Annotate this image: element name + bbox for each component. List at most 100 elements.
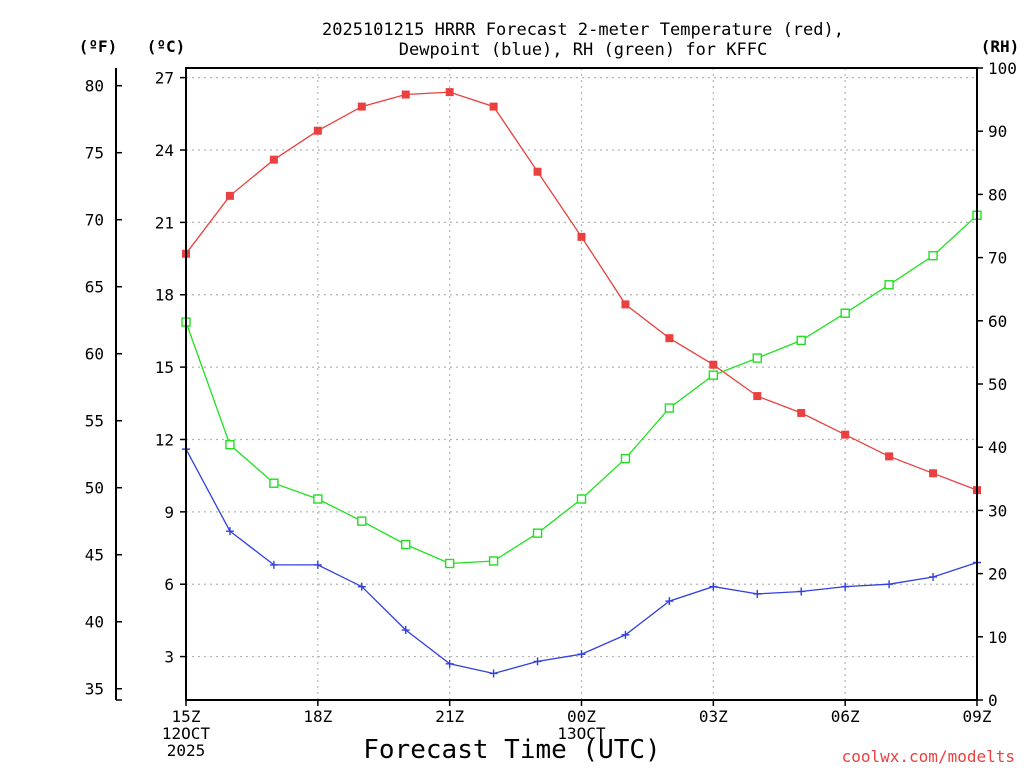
celsius-tick-label: 15	[155, 358, 174, 377]
plot-frame	[185, 67, 978, 701]
x-tick-label: 06Z	[831, 707, 860, 726]
fahrenheit-tick-label: 80	[85, 77, 104, 96]
dewpoint-point	[533, 657, 542, 666]
celsius-tick-label: 12	[155, 430, 174, 449]
temperature-point	[885, 452, 894, 461]
celsius-tick-label: 9	[164, 503, 174, 522]
x-tick-label: 00Z	[567, 707, 596, 726]
x-tick-label: 15Z	[172, 707, 201, 726]
dewpoint-point	[709, 582, 718, 591]
rh-tick-label: 10	[988, 628, 1007, 647]
temperature-point	[753, 392, 762, 401]
rh-tick-label: 70	[988, 249, 1007, 268]
dewpoint-point	[445, 659, 454, 668]
x-tick-label: 21Z	[435, 707, 464, 726]
axes-layer: 35 40 45 50 55 60 65 70 75 80 3 6 9 12 15 18 21 24 27 0 10 20…	[85, 59, 1017, 760]
chart-title-line-1: 2025101215 HRRR Forecast 2-meter Tempera…	[322, 20, 844, 40]
dewpoint-point	[225, 527, 234, 536]
celsius-tick-label: 3	[164, 648, 174, 667]
rh-point	[444, 558, 455, 569]
x-tick-label: 12OCT	[162, 724, 211, 743]
fahrenheit-tick-label: 70	[85, 211, 104, 230]
dewpoint-point	[753, 589, 762, 598]
dewpoint-point	[577, 650, 586, 659]
rh-point	[357, 516, 367, 526]
x-tick-label: 09Z	[963, 707, 992, 726]
rh-point	[269, 478, 279, 488]
temperature-point	[621, 300, 630, 309]
rh-point	[225, 439, 235, 450]
fahrenheit-tick-label: 60	[85, 345, 104, 364]
fahrenheit-tick-label: 35	[85, 680, 104, 699]
rh-tick-label: 90	[988, 122, 1007, 141]
rh-tick-label: 50	[988, 375, 1007, 394]
rh-tick-label: 60	[988, 312, 1007, 331]
celsius-tick-label: 6	[164, 575, 174, 594]
temperature-point	[797, 408, 806, 417]
rh-point	[708, 370, 719, 380]
celsius-tick-label: 24	[155, 141, 174, 160]
dewpoint-point	[489, 669, 498, 678]
gridlines	[186, 68, 977, 700]
rh-tick-label: 40	[988, 438, 1007, 457]
dewpoint-point	[269, 560, 278, 569]
rh-point	[488, 556, 499, 566]
rh-point	[664, 403, 675, 413]
temperature-point	[401, 90, 410, 99]
fahrenheit-tick-label: 55	[85, 412, 104, 431]
temperature-point	[357, 102, 366, 111]
rh-point	[796, 335, 806, 346]
celsius-tick-label: 18	[155, 286, 174, 305]
celsius-tick-label: 27	[155, 69, 174, 88]
temperature-point	[533, 167, 542, 176]
dewpoint-point	[885, 580, 894, 589]
rh-point	[576, 494, 587, 504]
rh-tick-label: 80	[988, 185, 1007, 204]
temperature-point	[709, 360, 718, 369]
series-rh	[181, 210, 982, 569]
temperature-point	[929, 469, 938, 478]
fahrenheit-tick-label: 45	[85, 546, 104, 565]
fahrenheit-tick-label: 50	[85, 479, 104, 498]
rh-tick-label: 20	[988, 565, 1007, 584]
rh-point	[884, 280, 894, 290]
temperature-point	[577, 232, 586, 241]
temperature-point	[841, 430, 850, 439]
dewpoint-point	[929, 572, 938, 581]
temperature-point	[225, 191, 234, 200]
rh-tick-label: 100	[988, 59, 1017, 78]
dewpoint-point	[357, 582, 366, 591]
series-dewpoint	[182, 445, 981, 678]
temperature-point	[665, 334, 674, 343]
credit-text: coolwx.com/modelts	[842, 747, 1015, 766]
rh-point	[620, 453, 631, 464]
dewpoint-point	[797, 587, 806, 596]
x-axis-title: Forecast Time (UTC)	[363, 735, 660, 765]
fahrenheit-tick-label: 65	[85, 278, 104, 297]
rh-point	[313, 494, 323, 504]
rh-point	[752, 353, 762, 363]
dewpoint-point	[401, 626, 410, 635]
fahrenheit-tick-label: 75	[85, 144, 104, 163]
dewpoint-point	[621, 630, 630, 639]
rh-tick-label: 0	[988, 691, 998, 710]
rh-point	[532, 528, 543, 538]
dewpoint-point	[313, 560, 322, 569]
celsius-tick-label: 21	[155, 213, 174, 232]
temperature-point	[269, 155, 278, 164]
rh-unit-label: (RH)	[981, 37, 1020, 56]
series-layer	[181, 88, 982, 678]
temperature-point	[313, 126, 322, 135]
rh-point	[840, 308, 850, 318]
x-tick-label: 2025	[167, 741, 206, 760]
rh-point	[928, 251, 938, 261]
dewpoint-point	[841, 582, 850, 591]
x-tick-label: 03Z	[699, 707, 728, 726]
temperature-point	[489, 102, 498, 111]
rh-tick-label: 30	[988, 501, 1007, 520]
fahrenheit-unit-label: (ºF)	[79, 37, 118, 56]
temperature-point	[445, 88, 454, 97]
chart-title-line-2: Dewpoint (blue), RH (green) for KFFC	[399, 40, 767, 60]
fahrenheit-tick-label: 40	[85, 613, 104, 632]
